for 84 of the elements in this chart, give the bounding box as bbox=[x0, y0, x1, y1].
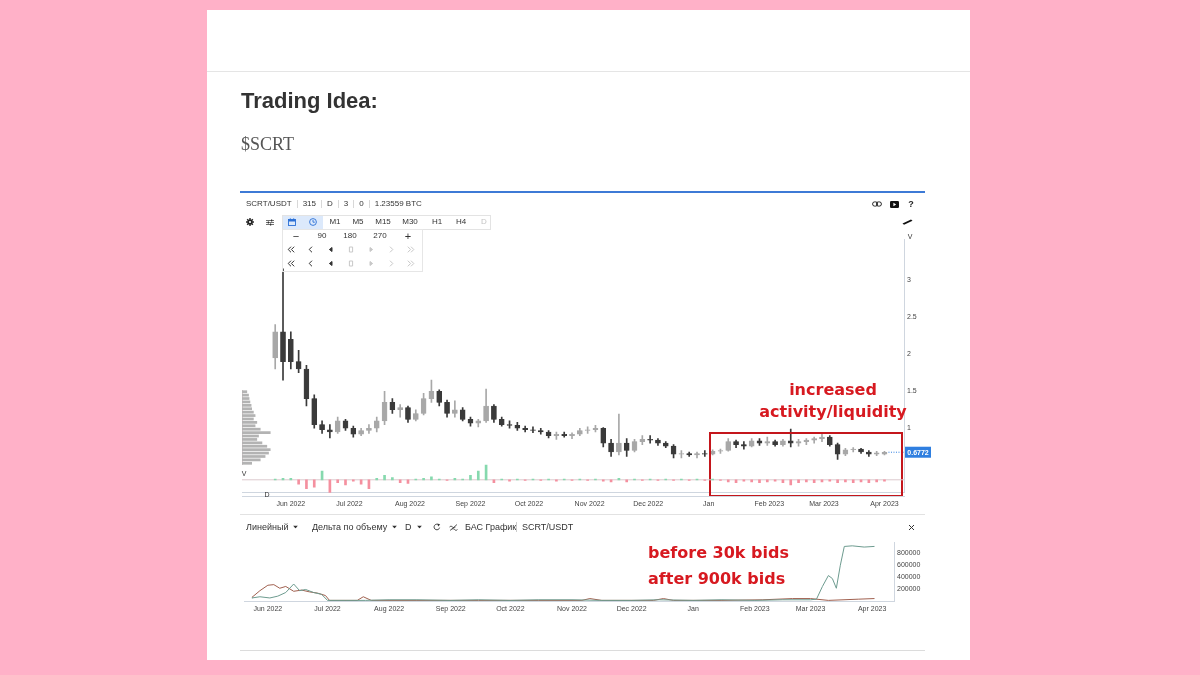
bar bbox=[836, 479, 839, 484]
bar bbox=[312, 479, 316, 488]
text: БАС График bbox=[465, 521, 517, 532]
bar bbox=[359, 479, 363, 485]
candlestick bbox=[397, 404, 404, 418]
annotation: increased activity/liquidity bbox=[759, 380, 907, 421]
bar bbox=[242, 455, 266, 458]
bar bbox=[844, 479, 847, 483]
bar bbox=[851, 479, 855, 484]
bar bbox=[750, 479, 754, 483]
bar bbox=[398, 479, 402, 484]
bar bbox=[797, 479, 800, 484]
bar bbox=[476, 470, 480, 481]
bar bbox=[305, 479, 308, 489]
candlestick bbox=[647, 435, 653, 444]
bar bbox=[336, 479, 340, 484]
text: SCRT/USDT bbox=[522, 521, 574, 532]
bar bbox=[242, 421, 258, 424]
annotation: before 30k bids bbox=[648, 543, 789, 562]
text: Линейный bbox=[246, 521, 289, 532]
candlestick bbox=[850, 447, 857, 453]
text: D bbox=[405, 521, 412, 532]
bar bbox=[789, 479, 793, 486]
bar bbox=[828, 479, 832, 482]
bar bbox=[375, 478, 379, 481]
annotation: − bbox=[292, 229, 300, 242]
bar bbox=[508, 479, 511, 482]
text: M30 bbox=[402, 217, 418, 226]
text: SCRT/USDT bbox=[246, 199, 293, 208]
candlestick bbox=[787, 428, 794, 448]
bar bbox=[351, 479, 355, 482]
bar bbox=[289, 478, 293, 481]
text: 0 bbox=[353, 199, 369, 208]
text: H1 bbox=[431, 217, 443, 226]
bar bbox=[430, 476, 433, 481]
bar bbox=[812, 479, 816, 484]
bar bbox=[383, 475, 386, 481]
bar bbox=[875, 479, 878, 483]
bar bbox=[242, 444, 268, 448]
candlestick bbox=[616, 413, 622, 456]
bar bbox=[344, 479, 347, 486]
annotation: 180 bbox=[343, 231, 357, 240]
bar bbox=[883, 479, 886, 482]
annotation: 90 bbox=[317, 231, 327, 240]
candlestick bbox=[569, 432, 575, 439]
annotation: + bbox=[404, 229, 412, 242]
bar bbox=[805, 479, 808, 483]
text: ? bbox=[908, 198, 914, 209]
candlestick bbox=[475, 419, 482, 428]
bar bbox=[742, 479, 746, 482]
bar bbox=[242, 431, 271, 434]
bar bbox=[765, 479, 769, 483]
bar bbox=[242, 397, 250, 400]
annotation: after 900k bids bbox=[648, 569, 786, 588]
annotation: 270 bbox=[373, 231, 387, 240]
text: M5 bbox=[352, 217, 364, 226]
bar bbox=[297, 479, 300, 485]
bar bbox=[773, 479, 777, 482]
bar bbox=[242, 410, 254, 414]
text: D bbox=[321, 199, 338, 208]
bar bbox=[242, 438, 258, 441]
bar bbox=[242, 441, 263, 445]
bar bbox=[242, 407, 252, 411]
bar bbox=[242, 414, 256, 417]
text: 3 bbox=[337, 199, 354, 208]
bar bbox=[469, 475, 472, 481]
bar bbox=[726, 479, 730, 483]
candlestick bbox=[764, 436, 771, 446]
text: H4 bbox=[455, 217, 467, 226]
text: Дельта по объему bbox=[312, 521, 388, 532]
text: 315 bbox=[296, 199, 321, 208]
text: M1 bbox=[329, 217, 341, 226]
chart-title: Trading Idea: bbox=[241, 88, 378, 113]
bar bbox=[422, 478, 425, 481]
bar bbox=[555, 479, 558, 482]
chart-subtitle: $SCRT bbox=[241, 134, 294, 154]
bar bbox=[758, 479, 761, 484]
bar bbox=[391, 477, 394, 481]
bar bbox=[601, 479, 605, 482]
bar bbox=[406, 479, 410, 484]
text: 1.23559 BTC bbox=[368, 199, 427, 208]
bar bbox=[625, 479, 629, 483]
candlestick bbox=[537, 427, 544, 435]
text: M15 bbox=[375, 217, 391, 226]
